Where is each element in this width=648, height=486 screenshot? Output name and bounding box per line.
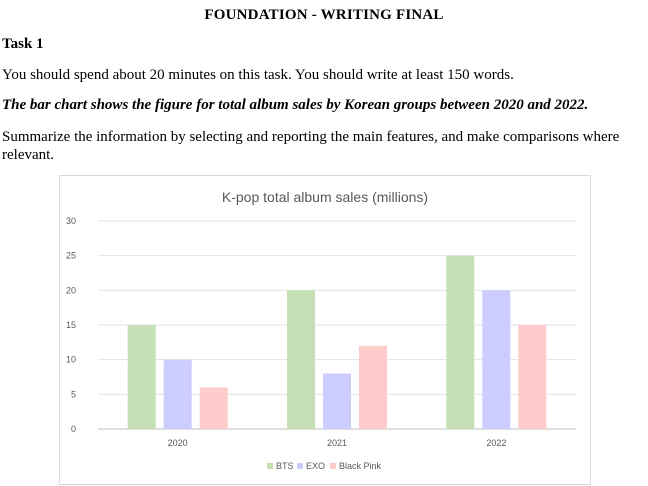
bar-black-pink-2020 xyxy=(199,387,228,429)
y-tick-label: 0 xyxy=(71,424,76,434)
y-tick-label: 20 xyxy=(66,285,76,295)
bar-bts-2022 xyxy=(446,255,475,429)
legend-label: Black Pink xyxy=(339,461,382,471)
chart-legend: BTS EXO Black Pink xyxy=(267,461,382,471)
chart-container: K-pop total album sales (millions) 0 5 10 1… xyxy=(59,175,591,485)
y-tick-label: 5 xyxy=(71,389,76,399)
legend-label: BTS xyxy=(276,461,294,471)
bar-black-pink-2022 xyxy=(518,325,547,429)
bar-bts-2021 xyxy=(287,290,315,429)
chart-bars xyxy=(127,255,547,429)
y-tick-label: 30 xyxy=(66,216,76,226)
bar-exo-2021 xyxy=(323,373,351,429)
x-tick-label: 2022 xyxy=(486,438,506,448)
y-tick-label: 15 xyxy=(66,320,76,330)
y-axis-ticks: 0 5 10 15 20 25 30 xyxy=(66,216,76,434)
bar-chart: K-pop total album sales (millions) 0 5 10 1… xyxy=(66,189,576,471)
bar-bts-2020 xyxy=(127,325,156,429)
prompt-text: The bar chart shows the figure for total… xyxy=(2,97,589,113)
legend-swatch xyxy=(267,463,273,469)
bar-black-pink-2021 xyxy=(359,345,387,429)
legend-swatch xyxy=(297,463,303,469)
x-tick-label: 2021 xyxy=(327,438,347,448)
bar-exo-2020 xyxy=(163,359,192,429)
task-text: Summarize the information by selecting a… xyxy=(2,129,620,163)
document-title: FOUNDATION - WRITING FINAL xyxy=(204,7,444,23)
y-tick-label: 25 xyxy=(66,251,76,261)
chart-title: K-pop total album sales (millions) xyxy=(222,189,428,205)
legend-swatch xyxy=(330,463,336,469)
task-heading: Task 1 xyxy=(2,36,44,52)
y-tick-label: 10 xyxy=(66,355,76,365)
instruction-text: You should spend about 20 minutes on thi… xyxy=(2,67,514,83)
legend-label: EXO xyxy=(306,461,325,471)
x-tick-label: 2020 xyxy=(168,438,188,448)
bar-exo-2022 xyxy=(482,290,511,429)
x-axis-ticks: 2020 2021 2022 xyxy=(168,438,507,448)
